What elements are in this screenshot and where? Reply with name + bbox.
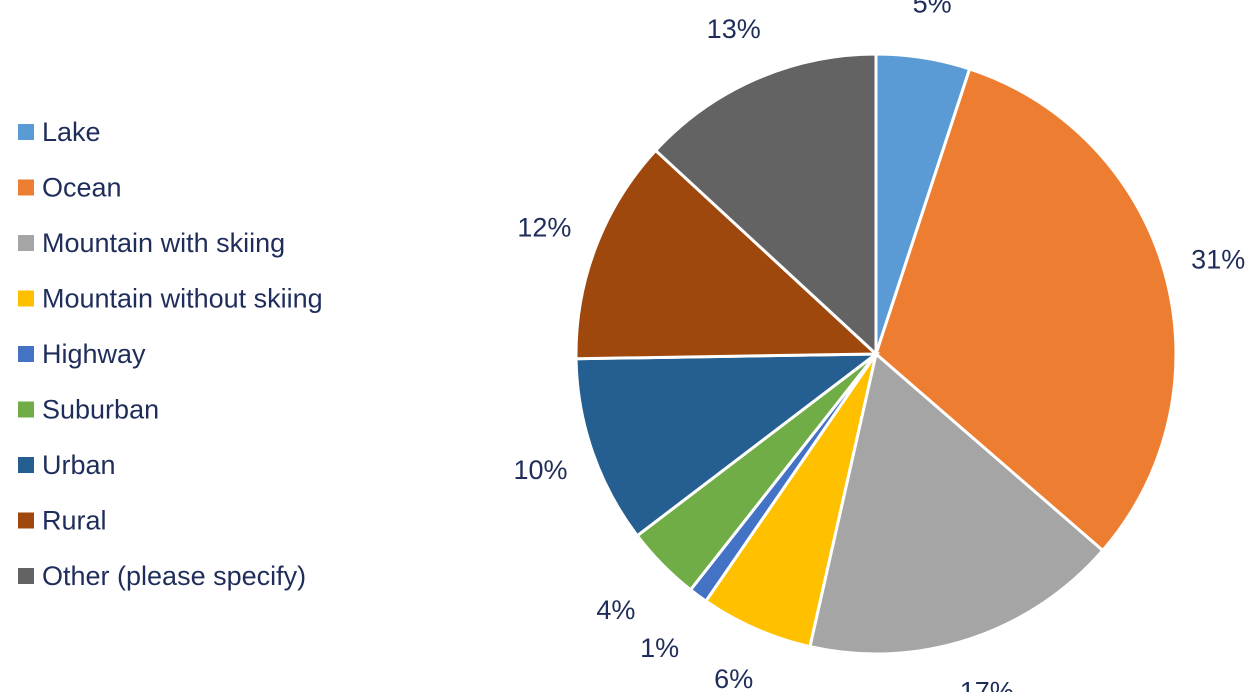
legend-swatch (18, 179, 34, 196)
pie-slice-urban (574, 352, 881, 538)
legend-label: Urban (42, 450, 116, 480)
legend-item-other-please-specify: Other (please specify) (18, 561, 306, 591)
pie-slices (574, 52, 1178, 656)
legend-item-suburban: Suburban (18, 395, 159, 425)
legend-swatch (18, 124, 34, 140)
legend-swatch (18, 235, 34, 251)
legend-swatch (18, 568, 34, 584)
data-label-other-please-specify: 13% (707, 14, 761, 44)
data-labels: 5% 31% 17% 6% 1%4% 10% 12% 13% (513, 0, 1245, 692)
legend-swatch (18, 290, 34, 307)
legend-swatch (18, 512, 34, 529)
data-label-highway: 1% (640, 633, 679, 663)
data-label-lake: 5% (913, 0, 952, 19)
data-label-suburban: 4% (596, 595, 635, 625)
legend-item-lake: Lake (18, 117, 101, 147)
legend-label: Mountain with skiing (42, 228, 285, 258)
legend-item-mountain-with-skiing: Mountain with skiing (18, 228, 285, 258)
pie-slice-other-please-specify (653, 52, 878, 358)
legend-swatch (18, 401, 34, 418)
legend-swatch (18, 457, 34, 473)
pie-slice-ocean (874, 67, 1178, 553)
pie-slice-rural (574, 148, 880, 361)
pie-slice-mountain-with-skiing (808, 351, 1105, 656)
data-label-mountain-with-skiing: 17% (960, 676, 1014, 692)
legend-label: Rural (42, 506, 107, 536)
legend-label: Other (please specify) (42, 561, 306, 591)
legend-swatch (18, 346, 34, 362)
legend-item-ocean: Ocean (18, 173, 122, 203)
legend-label: Lake (42, 117, 101, 147)
data-label-urban: 10% (513, 455, 567, 485)
legend-item-rural: Rural (18, 506, 107, 536)
data-label-mountain-without-skiing: 6% (714, 664, 753, 692)
data-label-ocean: 31% (1191, 244, 1245, 274)
data-label-rural: 12% (517, 212, 571, 242)
legend-label: Highway (42, 339, 146, 369)
legend-item-urban: Urban (18, 450, 116, 480)
legend-label: Ocean (42, 173, 122, 203)
legend-item-highway: Highway (18, 339, 146, 369)
legend-item-mountain-without-skiing: Mountain without skiing (18, 284, 323, 314)
legend-label: Suburban (42, 395, 159, 425)
legend-label: Mountain without skiing (42, 284, 323, 314)
chart-legend: Lake Ocean Mountain with skiing Mountain wi… (18, 117, 323, 591)
